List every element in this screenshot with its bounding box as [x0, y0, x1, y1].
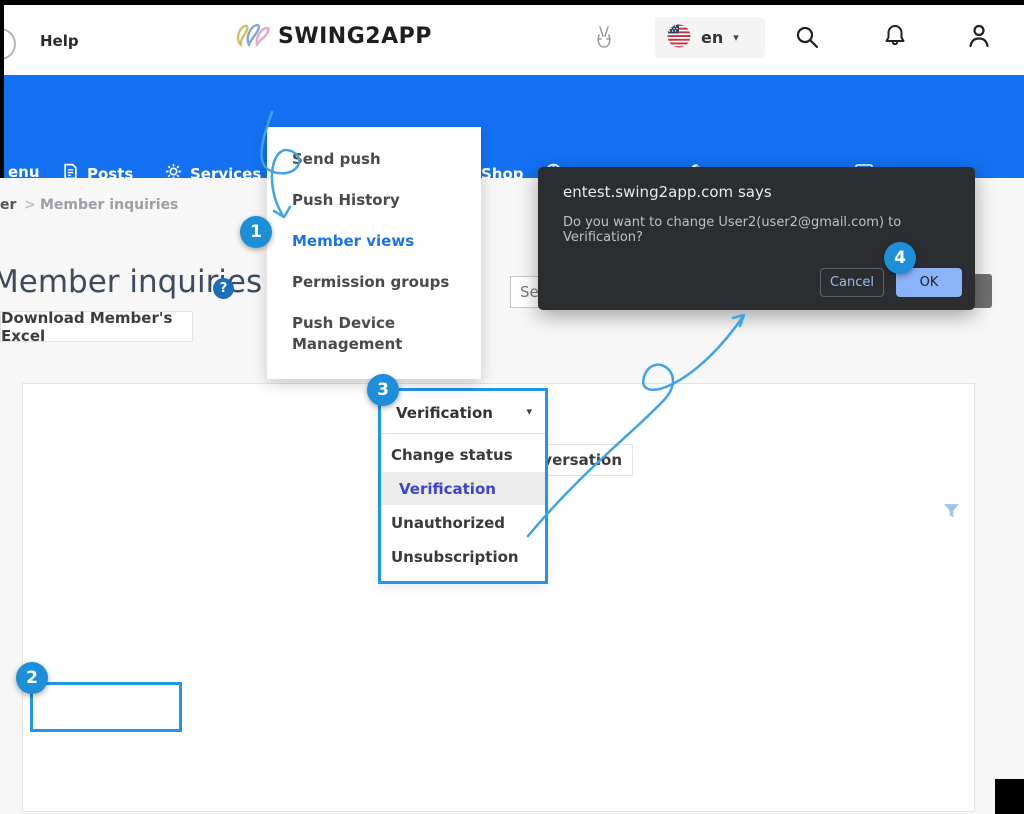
top-bar: Help SWING2APP	[0, 5, 1024, 75]
nav-item-menu-cutoff[interactable]: enu	[8, 163, 40, 181]
breadcrumb-trail-fragment[interactable]: er	[0, 197, 17, 213]
dialog-title: entest.swing2app.com says	[563, 183, 772, 201]
status-option-change-status[interactable]: Change status	[391, 445, 513, 464]
menu-item-push-device-management[interactable]: Push Device Management	[292, 314, 403, 353]
logo[interactable]: SWING2APP	[232, 19, 432, 53]
nav-item-services[interactable]: Services	[165, 163, 261, 184]
search-icon[interactable]	[793, 23, 821, 55]
menu-item-push-history[interactable]: Push History	[292, 191, 400, 209]
language-label: en	[701, 28, 724, 47]
push-members-menu: Send push Push History Member views Perm…	[267, 127, 481, 379]
chevron-down-icon: ▾	[733, 31, 739, 44]
menu-item-send-push[interactable]: Send push	[292, 150, 381, 168]
nav-label: Posts	[87, 164, 134, 183]
dialog-cancel-button[interactable]: Cancel	[820, 268, 884, 297]
dialog-message: Do you want to change User2(user2@gmail.…	[563, 215, 902, 245]
gear-icon	[165, 163, 182, 184]
screenshot-edge-top	[0, 0, 1024, 5]
status-filter-funnel-icon[interactable]	[943, 503, 960, 523]
status-change-dropdown[interactable]: Verification ▾ Change status Verificatio…	[378, 388, 548, 584]
annotation-highlight-row	[30, 682, 182, 732]
dialog-ok-button[interactable]: OK	[896, 268, 962, 297]
annotation-badge-4: 4	[884, 242, 916, 274]
breadcrumb-separator: >	[24, 197, 36, 213]
main-nav: enu Posts Services Push & Members Shop S…	[0, 75, 1024, 183]
download-excel-button[interactable]: Download Member's Excel	[0, 308, 193, 345]
nav-label: Services	[190, 164, 262, 183]
status-option-unsubscription[interactable]: Unsubscription	[391, 547, 519, 566]
breadcrumb-current: Member inquiries	[40, 197, 179, 213]
annotation-badge-2: 2	[16, 662, 48, 694]
menu-item-member-views[interactable]: Member views	[292, 232, 415, 250]
help-link[interactable]: Help	[40, 32, 79, 50]
nav-item-posts[interactable]: Posts	[62, 163, 133, 184]
chevron-down-icon: ▾	[526, 405, 532, 418]
swing2app-swirl-icon	[232, 19, 274, 53]
screenshot-corner-black	[995, 779, 1024, 814]
notifications-bell-icon[interactable]	[881, 22, 909, 54]
document-icon	[62, 163, 79, 184]
status-option-verification[interactable]: Verification	[381, 472, 545, 505]
logo-text: SWING2APP	[278, 23, 432, 49]
annotation-badge-3: 3	[367, 374, 399, 406]
us-flag-icon	[667, 24, 691, 52]
download-excel-label: Download Member's Excel	[1, 308, 173, 345]
language-selector[interactable]: en ▾	[655, 17, 765, 58]
screenshot-edge-left	[0, 0, 4, 178]
nav-label: Shop	[481, 164, 524, 183]
status-dropdown-value: Verification	[396, 404, 493, 422]
confirm-dialog: entest.swing2app.com says Do you want to…	[538, 167, 975, 310]
account-person-icon[interactable]	[964, 21, 994, 55]
nav-label: enu	[8, 163, 40, 181]
status-option-unauthorized[interactable]: Unauthorized	[391, 513, 505, 532]
menu-item-permission-groups[interactable]: Permission groups	[292, 273, 450, 291]
peace-hand-icon	[594, 25, 614, 55]
title-help-icon[interactable]: ?	[213, 278, 234, 299]
annotation-badge-1: 1	[240, 216, 272, 248]
